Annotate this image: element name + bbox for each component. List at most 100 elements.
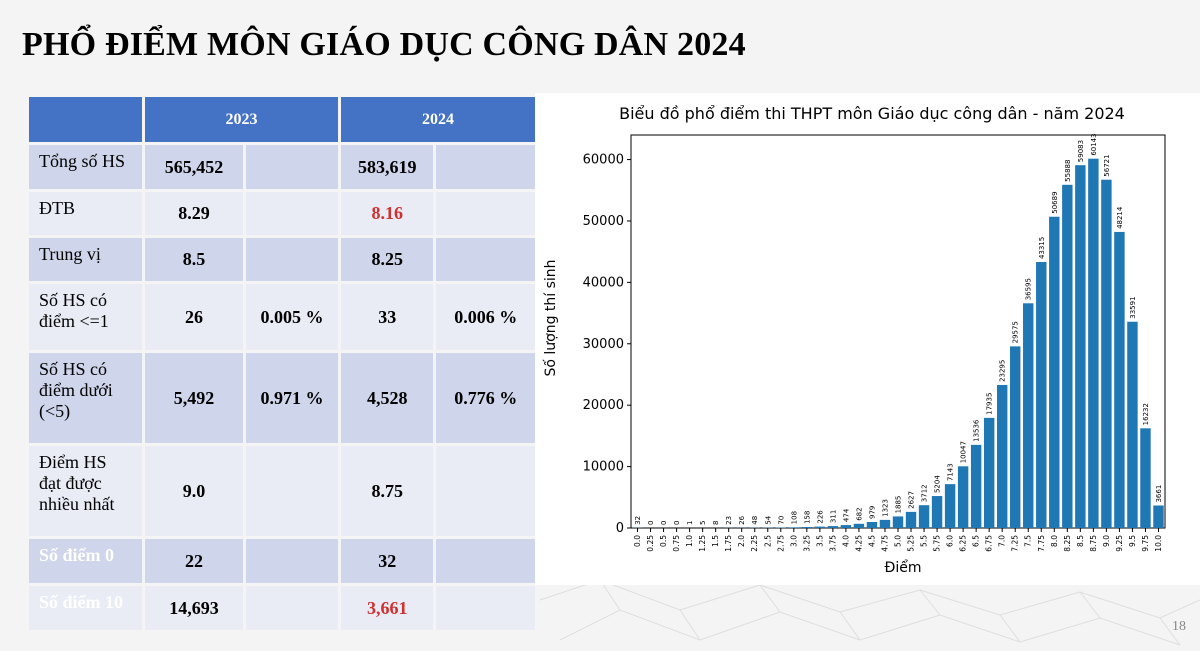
percent-2023 xyxy=(246,446,338,536)
value-2024: 4,528 xyxy=(341,353,434,443)
x-tick-label: 8.5 xyxy=(1076,535,1085,547)
comparison-table: 2023 2024 Tổng số HS 565,452 583,619 ĐTB… xyxy=(26,94,538,633)
y-tick-label: 30000 xyxy=(583,337,624,352)
row-label: Tổng số HS xyxy=(29,145,142,189)
bar-value-label: 17935 xyxy=(986,393,994,415)
row-label: Số điểm 0 xyxy=(29,539,142,583)
value-2023: 26 xyxy=(145,284,243,350)
percent-2024 xyxy=(436,145,535,189)
bar xyxy=(879,519,891,528)
bar xyxy=(1062,184,1073,528)
page-number: 18 xyxy=(1172,619,1186,634)
bar-value-label: 48214 xyxy=(1116,206,1124,229)
x-tick-label: 5.0 xyxy=(894,535,903,547)
bar-value-label: 7143 xyxy=(947,463,955,481)
bar-value-label: 108 xyxy=(790,511,798,524)
chart-panel: Biểu đồ phổ điểm thi THPT môn Giáo dục c… xyxy=(535,93,1200,585)
percent-2024 xyxy=(436,192,535,235)
x-tick-label: 0.75 xyxy=(672,535,681,552)
x-tick-label: 7.25 xyxy=(1011,535,1020,552)
y-tick-label: 0 xyxy=(616,521,624,536)
x-tick-label: 4.25 xyxy=(854,535,863,552)
percent-2023 xyxy=(246,238,338,281)
bar-value-label: 29575 xyxy=(1012,321,1020,343)
value-2023: 8.29 xyxy=(145,192,243,235)
bar-value-label: 59083 xyxy=(1077,140,1085,162)
value-2023: 14,693 xyxy=(145,586,243,630)
bar xyxy=(1023,303,1034,528)
bar xyxy=(918,505,930,528)
chart-title: Biểu đồ phổ điểm thi THPT môn Giáo dục c… xyxy=(619,104,1125,123)
bar xyxy=(996,384,1008,528)
bar xyxy=(1010,346,1021,528)
x-tick-label: 0.25 xyxy=(646,535,655,552)
bar xyxy=(801,527,813,528)
value-2023: 565,452 xyxy=(145,145,243,189)
x-tick-label: 5.75 xyxy=(933,535,942,552)
bar-value-label: 56721 xyxy=(1103,154,1111,176)
bar-value-label: 5 xyxy=(699,521,707,525)
x-tick-label: 3.0 xyxy=(789,535,798,547)
bar xyxy=(1075,165,1086,528)
percent-2024 xyxy=(436,539,535,583)
x-tick-label: 1.0 xyxy=(685,535,694,547)
bar-value-label: 33591 xyxy=(1129,296,1137,318)
table-row: Số điểm 10 14,693 3,661 xyxy=(29,586,535,630)
x-tick-label: 2.75 xyxy=(776,535,785,552)
bar-value-label: 2627 xyxy=(908,491,916,509)
x-tick-label: 9.75 xyxy=(1141,535,1150,552)
table-row: ĐTB 8.29 8.16 xyxy=(29,192,535,235)
bar-value-label: 36595 xyxy=(1025,278,1033,300)
bar xyxy=(1153,505,1164,528)
table-row: Số HS có điểm <=1 26 0.005 % 33 0.006 % xyxy=(29,284,535,350)
bar xyxy=(1088,158,1099,528)
x-tick-label: 8.25 xyxy=(1063,535,1072,552)
x-tick-label: 7.0 xyxy=(998,535,1007,547)
table-row: Tổng số HS 565,452 583,619 xyxy=(29,145,535,189)
bar-value-label: 311 xyxy=(829,510,837,523)
bar xyxy=(840,525,852,528)
bar xyxy=(853,523,865,528)
bar-value-label: 1 xyxy=(686,521,694,525)
x-tick-label: 9.25 xyxy=(1115,535,1124,552)
bar-value-label: 50689 xyxy=(1051,191,1059,213)
percent-2023: 0.005 % xyxy=(246,284,338,350)
value-2023: 22 xyxy=(145,539,243,583)
x-tick-label: 6.75 xyxy=(985,535,994,552)
table-row: Số điểm 0 22 32 xyxy=(29,539,535,583)
bar-value-label: 26 xyxy=(738,515,746,524)
table-row: Điểm HS đạt được nhiều nhất 9.0 8.75 xyxy=(29,446,535,536)
value-2024: 3,661 xyxy=(341,586,434,630)
bar-value-label: 23 xyxy=(725,516,733,525)
bar-value-label: 0 xyxy=(647,521,655,525)
x-tick-label: 4.75 xyxy=(880,535,889,552)
bar xyxy=(983,417,995,528)
bar xyxy=(827,526,839,528)
row-label: Điểm HS đạt được nhiều nhất xyxy=(29,446,142,536)
x-tick-label: 3.25 xyxy=(802,535,811,552)
x-tick-label: 10.0 xyxy=(1154,535,1163,552)
bar xyxy=(1127,321,1138,528)
bar-value-label: 43315 xyxy=(1038,237,1046,259)
value-2024: 583,619 xyxy=(341,145,434,189)
bar-value-label: 10047 xyxy=(960,441,968,463)
bar xyxy=(1140,428,1151,528)
bar-value-label: 16232 xyxy=(1142,403,1150,425)
bar-value-label: 0 xyxy=(660,521,668,525)
percent-2024 xyxy=(436,238,535,281)
bar xyxy=(788,527,800,528)
bar-value-label: 979 xyxy=(868,506,876,519)
bar xyxy=(957,466,969,528)
bar-value-label: 1323 xyxy=(881,499,889,517)
bar-value-label: 226 xyxy=(816,510,824,524)
x-tick-label: 2.25 xyxy=(750,535,759,552)
x-tick-label: 0.5 xyxy=(659,535,668,547)
percent-2024: 0.776 % xyxy=(436,353,535,443)
bar-value-label: 158 xyxy=(803,511,811,524)
bar-value-label: 474 xyxy=(842,508,850,522)
header-blank xyxy=(29,97,142,142)
value-2024: 32 xyxy=(341,539,434,583)
percent-2024: 0.006 % xyxy=(436,284,535,350)
x-tick-label: 5.5 xyxy=(920,535,929,547)
